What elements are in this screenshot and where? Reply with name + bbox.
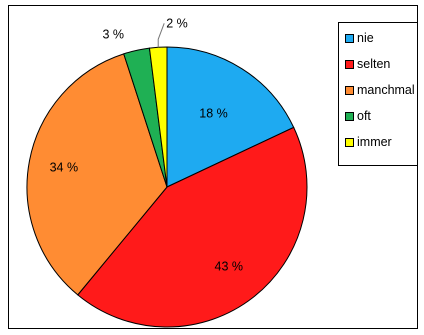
pie-slice-manchmal	[26, 53, 168, 296]
data-label-nie: 18 %	[199, 107, 228, 121]
pie-chart: 18 % 43 % 34 % 3 % 2 %	[26, 16, 308, 328]
pie-slice-selten	[77, 126, 308, 328]
legend-label-immer: immer	[357, 135, 392, 149]
data-label-manchmal: 34 %	[50, 160, 79, 174]
legend-swatch-oft	[345, 111, 354, 121]
legend-label-nie: nie	[357, 31, 374, 45]
legend-swatch-selten	[345, 59, 354, 69]
legend-swatch-immer	[345, 137, 354, 147]
legend-label-manchmal: manchmal	[357, 83, 415, 97]
legend-label-selten: selten	[357, 57, 391, 71]
legend-item-selten: selten	[345, 55, 390, 73]
legend-swatch-manchmal	[345, 85, 354, 95]
chart-frame: 18 % 43 % 34 % 3 % 2 % nie selten manchmal oft i…	[8, 5, 418, 329]
legend-item-manchmal: manchmal	[345, 81, 415, 99]
legend-item-nie: nie	[345, 29, 374, 47]
legend-label-oft: oft	[357, 109, 371, 123]
pie-slice-nie	[166, 46, 295, 188]
leader-line-oft	[122, 34, 136, 50]
legend-swatch-nie	[345, 33, 354, 43]
legend: nie selten manchmal oft immer	[338, 22, 418, 166]
leader-line-immer	[157, 23, 165, 48]
legend-item-immer: immer	[345, 133, 392, 151]
data-label-immer: 2 %	[166, 16, 188, 30]
data-label-selten: 43 %	[215, 260, 244, 274]
legend-item-oft: oft	[345, 107, 371, 125]
data-label-oft: 3 %	[102, 27, 124, 41]
